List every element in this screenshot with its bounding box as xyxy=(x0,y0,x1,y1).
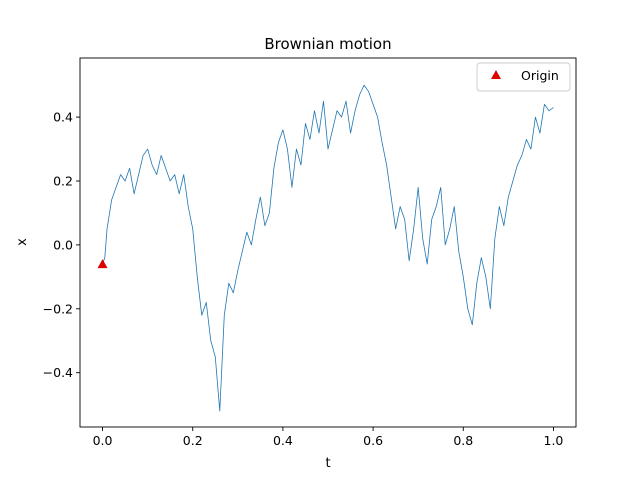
y-tick-label: 0.2 xyxy=(53,174,73,189)
legend: Origin xyxy=(476,62,571,92)
x-tick-label: 1.0 xyxy=(544,433,564,448)
x-tick-label: 0.2 xyxy=(183,433,203,448)
x-tick-label: 0.4 xyxy=(273,433,293,448)
x-axis-label: t xyxy=(325,456,330,471)
y-tick-label: −0.2 xyxy=(43,301,73,316)
legend-box xyxy=(476,62,571,92)
x-tick-label: 0.8 xyxy=(453,433,473,448)
legend-label-origin: Origin xyxy=(521,68,559,83)
y-tick-label: 0.0 xyxy=(53,237,73,252)
y-tick-label: 0.4 xyxy=(53,110,73,125)
series-line-0 xyxy=(102,84,554,412)
x-tick-label: 0.6 xyxy=(363,433,383,448)
legend-triangle-icon xyxy=(491,70,501,79)
y-tick-label: −0.4 xyxy=(43,365,73,380)
chart-title: Brownian motion xyxy=(264,35,391,53)
origin-marker xyxy=(97,259,108,269)
y-axis-label: x xyxy=(15,238,30,246)
x-axis: 0.0 0.2 0.4 0.6 0.8 1.0 xyxy=(93,427,564,448)
axes-frame xyxy=(79,57,577,428)
plot-area xyxy=(97,84,554,412)
y-axis: −0.4 −0.2 0.0 0.2 0.4 xyxy=(43,110,80,380)
x-tick-label: 0.0 xyxy=(93,433,113,448)
